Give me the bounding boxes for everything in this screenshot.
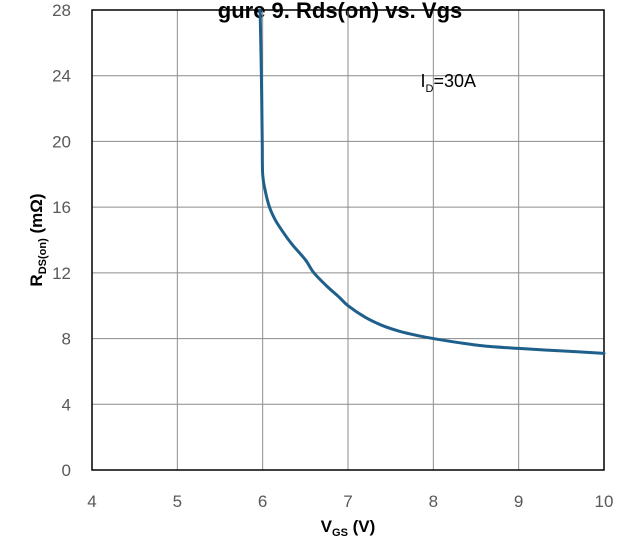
y-tick-label: 28: [52, 1, 71, 20]
y-tick-label: 8: [62, 330, 71, 349]
x-tick-label: 9: [514, 492, 523, 511]
x-axis-title-main: V: [321, 517, 333, 536]
x-tick-labels: 4 5 6 7 8 9 10: [87, 492, 613, 511]
x-tick-label: 6: [258, 492, 267, 511]
x-axis-title-suffix: (V): [348, 517, 375, 536]
y-tick-label: 16: [52, 198, 71, 217]
y-tick-label: 24: [52, 67, 71, 86]
y-axis-title-main: R: [27, 274, 46, 286]
y-axis-title-suffix: (mΩ): [27, 193, 46, 238]
y-axis-title-sub: DS(on): [37, 238, 49, 274]
plot-frame: [91, 9, 605, 471]
series-line-rdson: [258, 8, 606, 355]
grid: [91, 9, 605, 471]
x-tick-label: 7: [343, 492, 352, 511]
annotation-sub: D: [426, 83, 434, 95]
y-tick-label: 12: [52, 264, 71, 283]
x-tick-label: 8: [429, 492, 438, 511]
annotation-id-30a: ID=30A: [421, 71, 477, 95]
y-tick-label: 20: [52, 132, 71, 151]
x-tick-label: 10: [595, 492, 614, 511]
y-tick-label: 0: [62, 461, 71, 480]
y-tick-label: 4: [62, 395, 71, 414]
x-tick-label: 4: [87, 492, 96, 511]
y-tick-labels: 0 4 8 12 16 20 24 28: [52, 1, 71, 480]
chart-title: gure 9. Rds(on) vs. Vgs: [218, 0, 463, 23]
y-axis-title: RDS(on) (mΩ): [27, 193, 49, 286]
x-tick-label: 5: [173, 492, 182, 511]
x-axis-title-sub: GS: [332, 527, 348, 539]
x-axis-title: VGS (V): [321, 517, 376, 539]
annotation-suffix: =30A: [434, 71, 477, 91]
annotation-main: I: [421, 71, 426, 91]
